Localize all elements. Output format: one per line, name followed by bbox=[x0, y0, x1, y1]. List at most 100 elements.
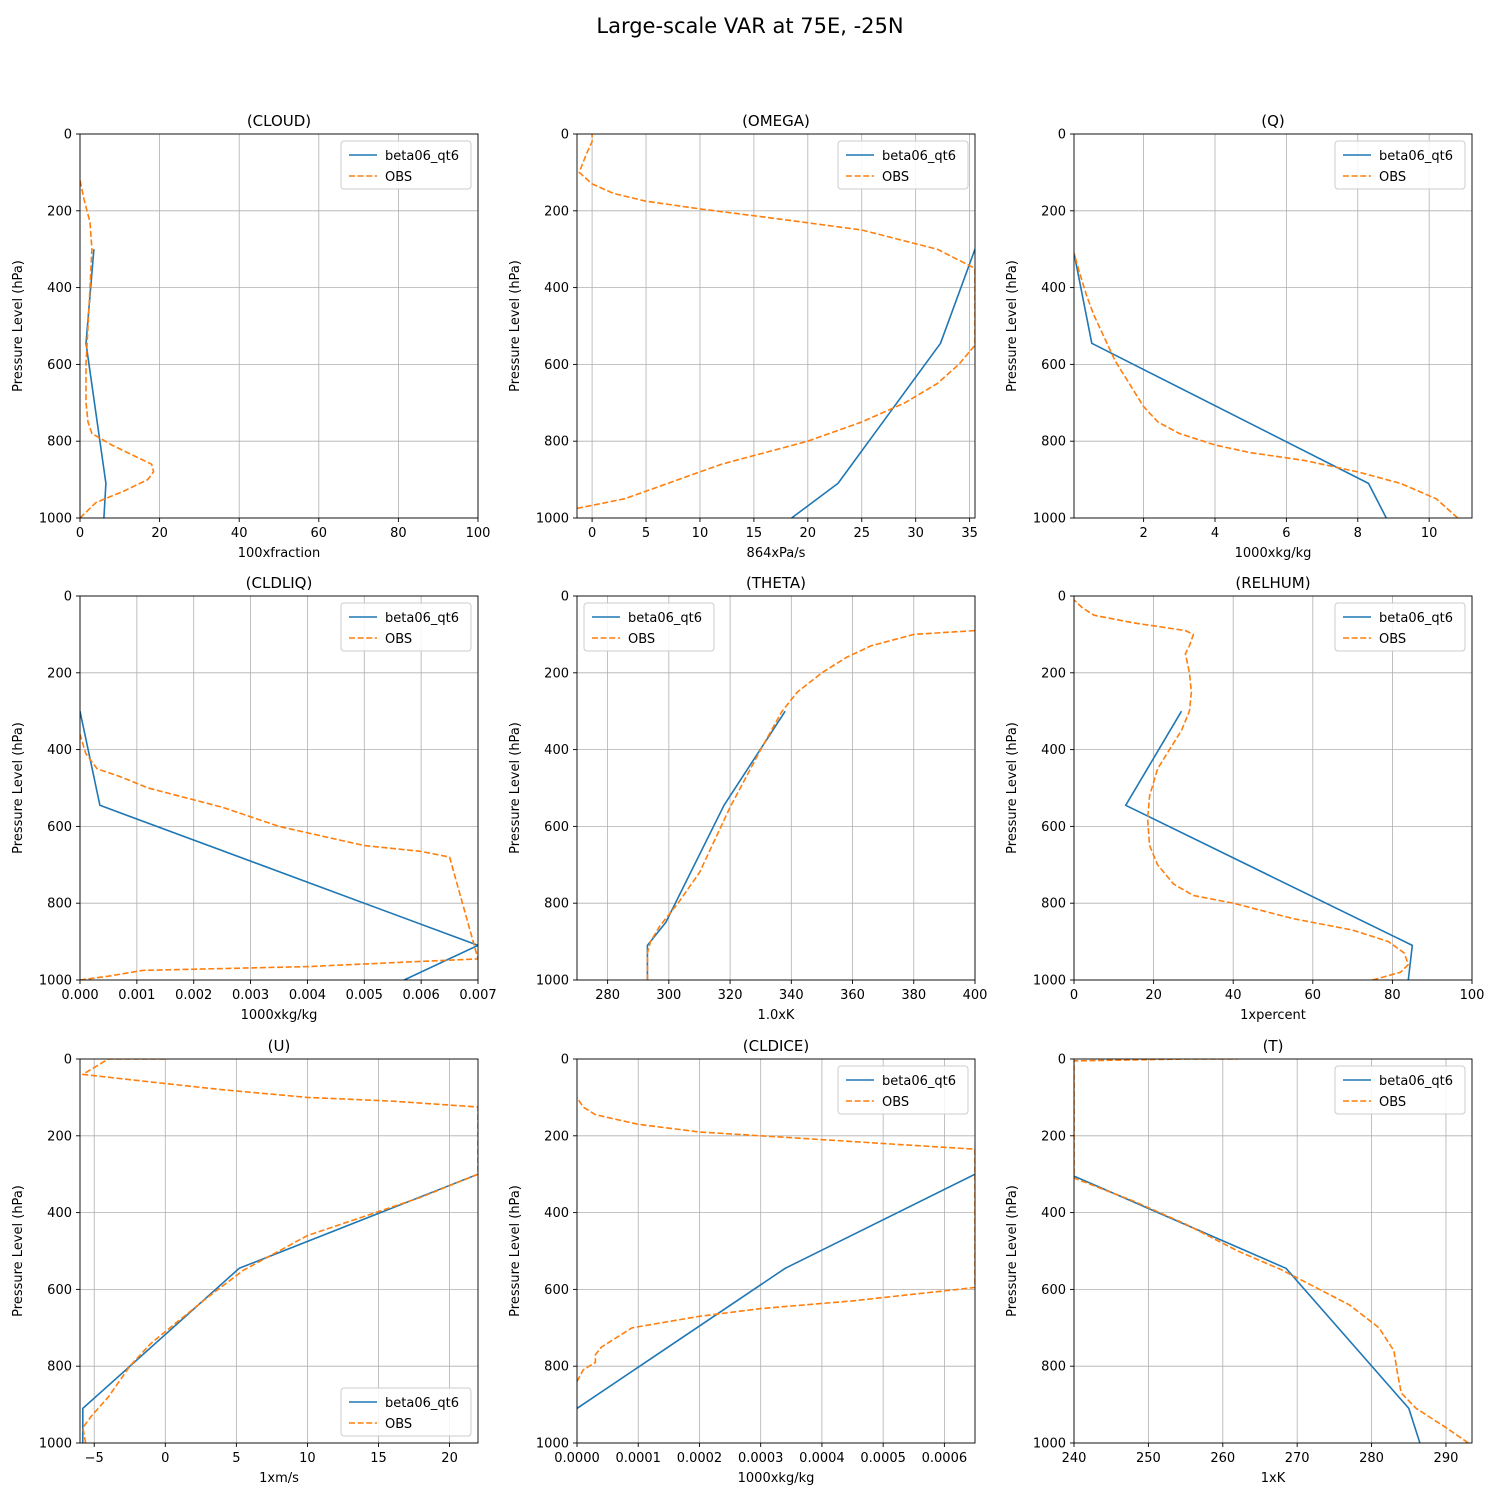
axes-frame bbox=[576, 1058, 976, 1444]
y-tick-label: 400 bbox=[1041, 1206, 1066, 1221]
y-tick-label: 600 bbox=[1041, 1283, 1066, 1298]
y-tick-label: 1000 bbox=[536, 512, 569, 527]
y-tick-label: 200 bbox=[544, 204, 569, 219]
x-axis-label: 1xK bbox=[1261, 1471, 1286, 1486]
x-tick-label: 80 bbox=[390, 526, 407, 541]
y-tick-label: 600 bbox=[47, 820, 72, 835]
data-series-group bbox=[82, 1059, 478, 1443]
data-series-group bbox=[80, 711, 478, 980]
x-tick-label: 320 bbox=[718, 988, 743, 1003]
subplot-title: (CLDICE) bbox=[743, 1037, 809, 1055]
y-tick-label: 800 bbox=[47, 1360, 72, 1375]
legend-label: OBS bbox=[385, 632, 412, 647]
x-tick-label: 40 bbox=[1225, 988, 1242, 1003]
x-tick-label: 20 bbox=[151, 526, 168, 541]
subplot-t: 240 250 260 270 280 290 0 200 400 600 800 1000 (T) 1x… bbox=[1005, 1037, 1473, 1486]
x-tick-label: 60 bbox=[311, 526, 328, 541]
x-tick-label: 380 bbox=[901, 988, 926, 1003]
x-tick-label: 10 bbox=[1421, 526, 1438, 541]
x-tick-label: 0.004 bbox=[289, 988, 326, 1003]
data-series-group bbox=[646, 629, 975, 980]
legend-box bbox=[1334, 1065, 1466, 1115]
x-tick-label: 400 bbox=[963, 988, 988, 1003]
legend: beta06_qt6 OBS bbox=[583, 602, 715, 652]
x-tick-label: 5 bbox=[232, 1451, 240, 1466]
y-tick-label: 600 bbox=[544, 1283, 569, 1298]
series-line-beta06_qt6 bbox=[791, 248, 975, 518]
x-axis-label: 1000xkg/kg bbox=[1235, 546, 1312, 561]
y-tick-label: 600 bbox=[1041, 358, 1066, 373]
x-tick-label: 290 bbox=[1434, 1451, 1459, 1466]
x-tick-label: 35 bbox=[961, 526, 978, 541]
y-tick-label: 800 bbox=[1041, 897, 1066, 912]
y-tick-label: 1000 bbox=[1033, 974, 1066, 989]
y-tick-label: 1000 bbox=[39, 512, 72, 527]
x-axis-label: 1xm/s bbox=[259, 1471, 299, 1486]
subplot-theta: 280 300 320 340 360 380 400 0 200 400 600 800 1000 (T… bbox=[508, 574, 987, 1023]
legend-box bbox=[340, 1387, 472, 1437]
legend-label: beta06_qt6 bbox=[385, 611, 459, 626]
legend: beta06_qt6 OBS bbox=[340, 140, 472, 190]
x-tick-label: 0.0006 bbox=[922, 1451, 968, 1466]
x-axis-label: 100xfraction bbox=[238, 546, 320, 561]
x-tick-label: 30 bbox=[907, 526, 924, 541]
legend-label: beta06_qt6 bbox=[1379, 611, 1453, 626]
x-tick-label: 0.0001 bbox=[615, 1451, 661, 1466]
series-line-beta06_qt6 bbox=[1124, 710, 1414, 980]
y-tick-label: 0 bbox=[1058, 590, 1066, 605]
x-tick-label: 0.001 bbox=[118, 988, 155, 1003]
y-tick-label: 200 bbox=[1041, 1129, 1066, 1144]
x-axis-label: 1xpercent bbox=[1240, 1008, 1306, 1023]
x-axis-label: 1.0xK bbox=[758, 1008, 795, 1023]
y-tick-label: 1000 bbox=[536, 974, 569, 989]
x-tick-label: 15 bbox=[370, 1451, 387, 1466]
series-line-beta06_qt6 bbox=[80, 711, 478, 980]
series-line-obs bbox=[82, 1059, 478, 1443]
series-line-beta06_qt6 bbox=[1074, 1175, 1421, 1443]
y-tick-label: 600 bbox=[544, 358, 569, 373]
x-tick-label: 0.0003 bbox=[738, 1451, 784, 1466]
x-tick-label: 0.0004 bbox=[799, 1451, 845, 1466]
data-series-group bbox=[80, 179, 155, 518]
axes-frame bbox=[1073, 133, 1473, 519]
x-tick-label: 340 bbox=[779, 988, 804, 1003]
legend-label: beta06_qt6 bbox=[385, 149, 459, 164]
subplot-title: (Q) bbox=[1261, 112, 1285, 130]
x-tick-label: 0.005 bbox=[346, 988, 383, 1003]
data-series-group bbox=[577, 134, 975, 518]
x-tick-label: 15 bbox=[746, 526, 763, 541]
x-tick-label: 100 bbox=[466, 526, 491, 541]
y-tick-label: 0 bbox=[561, 128, 569, 143]
subplot-cldice: 0.0000 0.0001 0.0002 0.0003 0.0004 0.0005 0.00… bbox=[508, 1037, 976, 1486]
axes-frame bbox=[1073, 595, 1473, 981]
legend-box bbox=[837, 1065, 969, 1115]
legend: beta06_qt6 OBS bbox=[837, 1065, 969, 1115]
legend-box bbox=[340, 140, 472, 190]
legend-label: OBS bbox=[1379, 1095, 1406, 1110]
legend: beta06_qt6 OBS bbox=[1334, 140, 1466, 190]
x-tick-label: 360 bbox=[840, 988, 865, 1003]
series-line-obs bbox=[80, 179, 155, 518]
y-axis-label: Pressure Level (hPa) bbox=[1005, 260, 1020, 392]
legend-label: OBS bbox=[385, 1417, 412, 1432]
subplot-title: (U) bbox=[268, 1037, 291, 1055]
series-line-obs bbox=[1074, 252, 1459, 518]
y-tick-label: 400 bbox=[47, 1206, 72, 1221]
x-tick-label: 0.000 bbox=[61, 988, 98, 1003]
y-tick-label: 400 bbox=[544, 743, 569, 758]
y-tick-label: 1000 bbox=[1033, 1437, 1066, 1452]
x-tick-label: 5 bbox=[642, 526, 650, 541]
data-series-group bbox=[1074, 252, 1459, 518]
x-tick-label: 0.0000 bbox=[554, 1451, 600, 1466]
axes-frame bbox=[576, 595, 976, 981]
subplot-title: (T) bbox=[1263, 1037, 1284, 1055]
subplot-title: (THETA) bbox=[746, 574, 806, 592]
y-tick-label: 0 bbox=[1058, 1053, 1066, 1068]
legend-label: OBS bbox=[1379, 632, 1406, 647]
x-tick-label: 2 bbox=[1139, 526, 1147, 541]
x-tick-label: 0.007 bbox=[459, 988, 496, 1003]
y-tick-label: 400 bbox=[544, 1206, 569, 1221]
x-tick-label: 0.003 bbox=[232, 988, 269, 1003]
